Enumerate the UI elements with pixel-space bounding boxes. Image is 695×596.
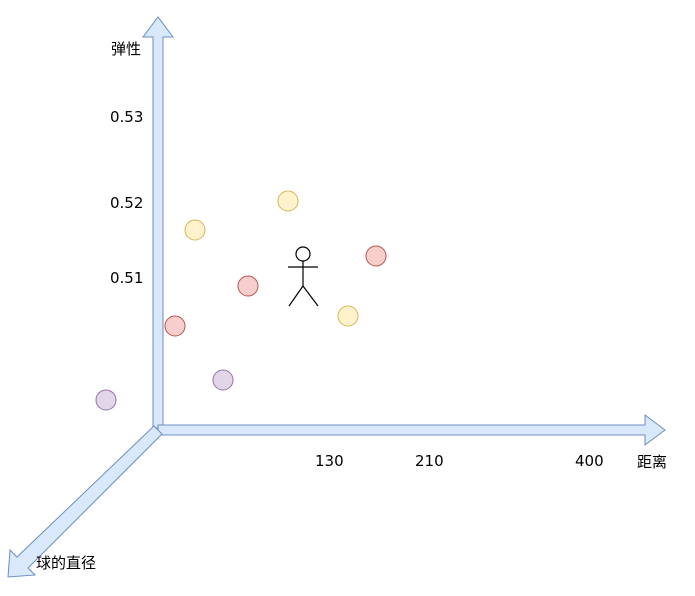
stick-figure-icon <box>288 246 319 307</box>
y-tick-label: 0.52 <box>110 194 144 212</box>
x-axis-arrow <box>157 414 666 446</box>
point-yellow-1 <box>184 219 206 241</box>
point-red-1 <box>164 315 186 337</box>
x-tick-label: 210 <box>415 452 444 470</box>
y-axis-label: 弹性 <box>111 40 142 58</box>
point-red-3 <box>365 245 387 267</box>
z-axis-arrow <box>7 425 163 578</box>
x-tick-label: 400 <box>575 452 604 470</box>
y-tick-label: 0.53 <box>110 108 144 126</box>
x-tick-label: 130 <box>315 452 344 470</box>
point-yellow-2 <box>277 190 299 212</box>
point-purple-1 <box>95 389 117 411</box>
x-axis-label: 距离 <box>637 453 668 471</box>
point-red-2 <box>237 275 259 297</box>
z-axis-label: 球的直径 <box>36 554 97 572</box>
point-yellow-3 <box>337 305 359 327</box>
y-axis-arrow <box>142 16 174 429</box>
y-tick-label: 0.51 <box>110 269 144 287</box>
point-purple-2 <box>212 369 234 391</box>
